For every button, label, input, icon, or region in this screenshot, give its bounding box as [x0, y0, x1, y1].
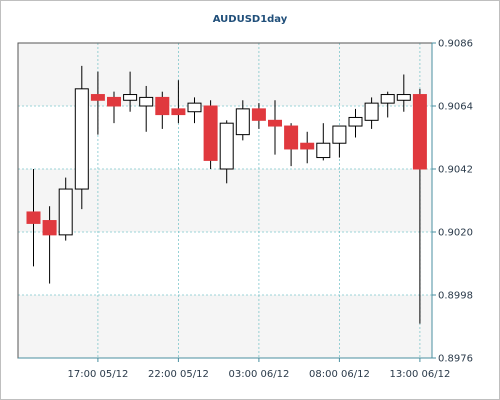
candle: [300, 131, 315, 164]
candle: [332, 125, 347, 158]
y-tick-label: 0.9020: [438, 228, 473, 239]
candle: [284, 123, 299, 167]
candle: [203, 100, 218, 169]
candle-body-down: [26, 211, 41, 224]
candle-body-up: [396, 94, 411, 101]
candle: [90, 71, 105, 135]
candle-body-up: [348, 116, 363, 127]
x-tick-label: 13:00 06/12: [389, 369, 450, 380]
candle: [171, 80, 186, 124]
candle: [380, 91, 395, 118]
candle-body-down: [268, 119, 282, 127]
chart-title: AUDUSD1day: [213, 14, 288, 25]
candle-body-down: [90, 94, 105, 101]
y-axis: 0.9086 0.9064 0.9042 0.9020 0.8998 0.8976: [431, 39, 473, 365]
candle: [187, 97, 202, 124]
candle-body-down: [171, 108, 186, 116]
candle: [107, 91, 121, 124]
candle: [251, 103, 266, 129]
y-tick-label: 0.9042: [438, 165, 473, 176]
candles: [26, 65, 427, 324]
candle: [235, 100, 250, 141]
plot-band: [18, 295, 432, 358]
candle: [219, 120, 234, 184]
candle-body-down: [251, 108, 266, 121]
x-axis: 17:00 05/12 22:00 05/12 03:00 06/12 08:00 0…: [18, 357, 450, 380]
y-tick-label: 0.8998: [438, 291, 473, 302]
candle-body-up: [316, 142, 331, 159]
candle: [26, 169, 41, 267]
candle: [123, 71, 138, 112]
candle: [155, 91, 170, 129]
candle: [348, 108, 363, 138]
candle: [412, 88, 427, 324]
candle-body-down: [300, 142, 315, 150]
candle-body-down: [412, 94, 427, 170]
candle: [58, 177, 73, 241]
candle: [268, 100, 282, 155]
candle-body-up: [123, 94, 138, 101]
candle: [74, 65, 89, 210]
x-tick-label: 17:00 05/12: [67, 369, 128, 380]
candle: [139, 85, 154, 132]
candle-body-up: [364, 102, 379, 121]
y-tick-label: 0.8976: [438, 354, 473, 365]
candle: [316, 123, 331, 161]
candle-body-down: [284, 125, 299, 150]
candle-body-down: [155, 96, 170, 116]
candle-body-down: [42, 220, 57, 236]
candle-body-up: [235, 108, 250, 136]
x-tick-label: 22:00 05/12: [148, 369, 209, 380]
candle-body-up: [219, 122, 234, 170]
candle-body-up: [74, 88, 89, 190]
candle: [42, 206, 57, 284]
candle-body-up: [139, 96, 154, 107]
candle-body-up: [58, 188, 73, 236]
candle-body-down: [107, 96, 121, 107]
x-tick-label: 08:00 06/12: [309, 369, 370, 380]
candle: [396, 74, 411, 112]
candle-body-up: [380, 94, 395, 104]
candle-body-down: [203, 105, 218, 161]
candle: [364, 97, 379, 129]
candle-body-up: [187, 102, 202, 113]
x-tick-label: 03:00 06/12: [228, 369, 289, 380]
y-tick-label: 0.9064: [438, 102, 473, 113]
y-tick-label: 0.9086: [438, 39, 473, 50]
candle-body-up: [332, 125, 347, 144]
